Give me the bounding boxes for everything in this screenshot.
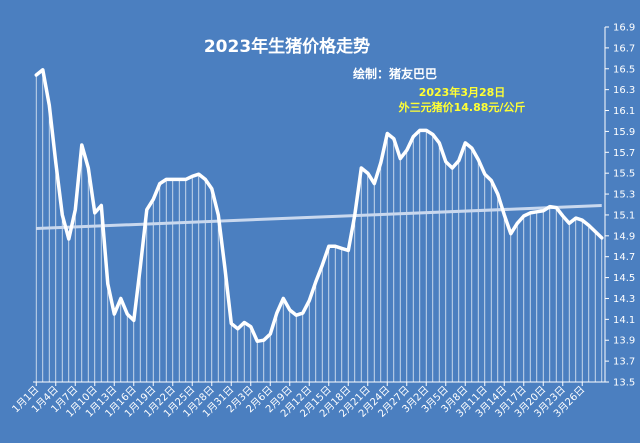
y-tick-label: 16.7 (613, 43, 635, 54)
chart-subtitle: 绘制：猪友巴巴 (353, 66, 437, 81)
x-tick-labels: 1月1日1月4日1月7日1月10日1月13日1月16日1月19日1月22日1月2… (10, 382, 587, 420)
y-tick-label: 14.7 (613, 252, 635, 263)
y-tick-label: 13.9 (613, 336, 635, 347)
annotation-date: 2023年3月28日 (419, 85, 506, 99)
y-tick-label: 15.5 (613, 169, 635, 180)
y-tick-label: 13.5 (613, 378, 635, 389)
y-tick-label: 13.7 (613, 357, 635, 368)
y-tick-label: 14.3 (613, 294, 635, 305)
trend-line (36, 204, 602, 231)
y-tick-label: 16.3 (613, 85, 635, 96)
y-tick-label: 14.9 (613, 231, 635, 242)
y-tick-label: 14.5 (613, 273, 635, 284)
series-line (34, 68, 604, 344)
y-tick-label: 16.5 (613, 64, 635, 75)
y-tick-label: 16.9 (613, 23, 635, 34)
chart-title: 2023年生猪价格走势 (204, 36, 370, 57)
y-tick-label: 16.1 (613, 106, 635, 117)
drop-lines (35, 69, 603, 382)
annotation-price: 外三元猪价14.88元/公斤 (398, 100, 526, 114)
y-tick-label: 15.3 (613, 190, 635, 201)
y-tick-labels: 13.5 13.7 13.9 14.1 14.3 14.5 14.7 14.9 15.1 15.3… (605, 23, 635, 389)
y-tick-label: 15.1 (613, 210, 635, 221)
y-tick-label: 15.7 (613, 148, 635, 159)
y-tick-label: 15.9 (613, 127, 635, 138)
y-tick-label: 14.1 (613, 315, 635, 326)
